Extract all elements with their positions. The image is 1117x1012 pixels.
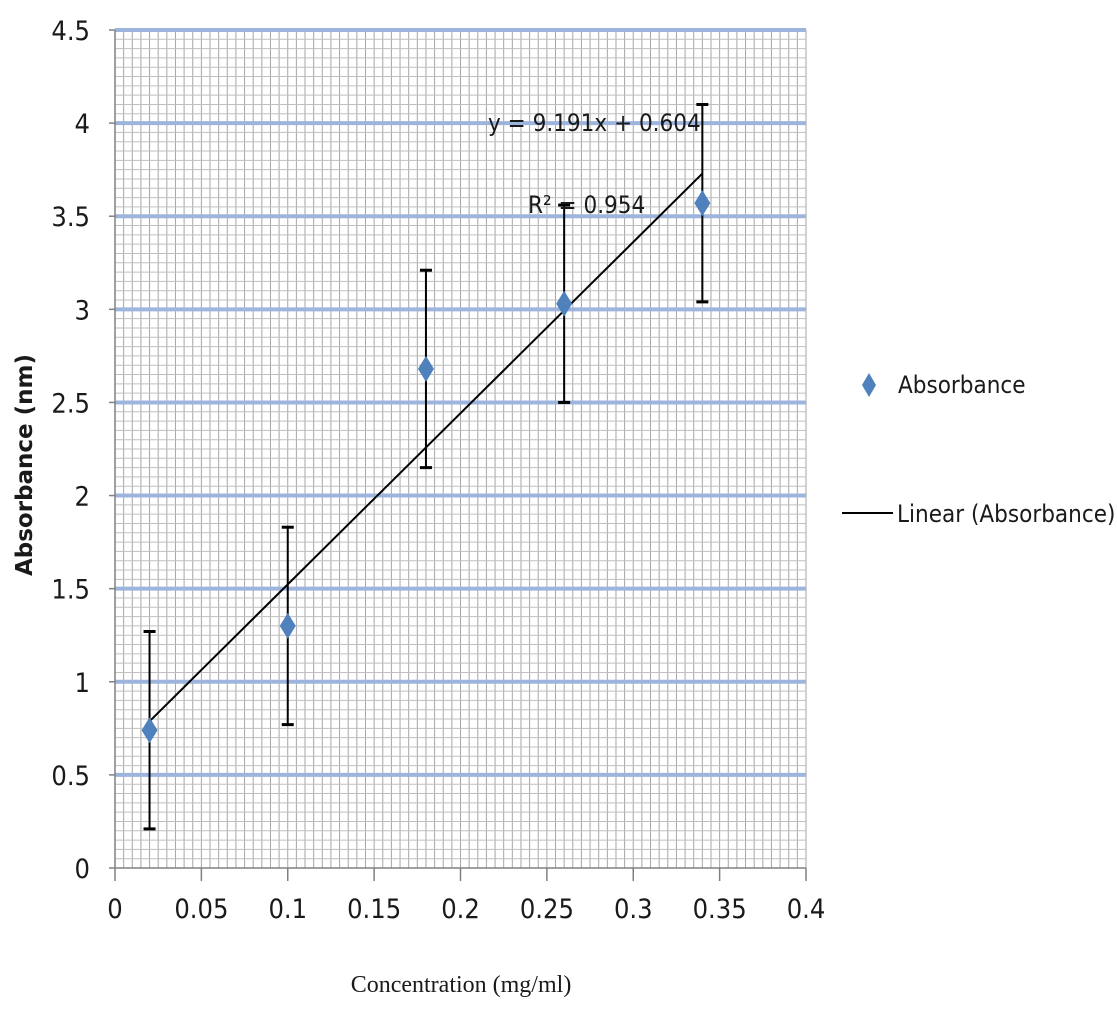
x-tick-label: 0.3 <box>614 894 653 925</box>
data-point <box>279 612 296 639</box>
x-tick-label: 0.4 <box>787 894 826 925</box>
data-point <box>141 717 158 744</box>
data-point <box>556 290 573 317</box>
x-tick-label: 0.1 <box>268 894 307 925</box>
y-tick-label: 4.5 <box>51 16 90 47</box>
trendline-r-squared: R² = 0.954 <box>528 191 645 219</box>
y-tick-label: 0.5 <box>51 761 90 792</box>
y-tick-label: 0 <box>75 854 90 885</box>
x-tick-label: 0.25 <box>520 894 574 925</box>
x-tick-label: 0.35 <box>693 894 747 925</box>
data-points <box>141 190 711 744</box>
x-tick-label: 0.15 <box>347 894 401 925</box>
chart-grid <box>114 28 807 869</box>
y-tick-label: 4 <box>75 109 90 140</box>
x-tick-label: 0.2 <box>441 894 480 925</box>
y-tick-label: 2.5 <box>51 388 90 419</box>
legend-label-linear: Linear (Absorbance) <box>897 500 1115 528</box>
trendline-equation: y = 9.191x + 0.604 <box>488 109 701 137</box>
tick-labels: 0 0.5 1 1.5 2 2.5 3 3.5 4 4.5 0 0.05 0.1 0.15 0.2 0.25 0… <box>51 16 825 925</box>
data-point <box>694 190 711 217</box>
chart-axes <box>109 29 807 881</box>
y-tick-label: 2 <box>75 482 90 513</box>
x-tick-label: 0 <box>107 894 122 925</box>
y-tick-label: 3 <box>75 295 90 326</box>
x-axis-title: Concentration (mg/ml) <box>351 972 572 998</box>
y-axis-title: Absorbance (nm) <box>12 354 38 576</box>
legend-diamond-marker <box>862 373 876 397</box>
legend: Absorbance Linear (Absorbance) <box>842 371 1115 528</box>
y-tick-label: 3.5 <box>51 202 90 233</box>
data-point <box>417 355 434 382</box>
legend-label-absorbance: Absorbance <box>898 371 1026 399</box>
y-tick-label: 1.5 <box>51 575 90 606</box>
y-tick-label: 1 <box>75 668 90 699</box>
x-tick-label: 0.05 <box>174 894 228 925</box>
